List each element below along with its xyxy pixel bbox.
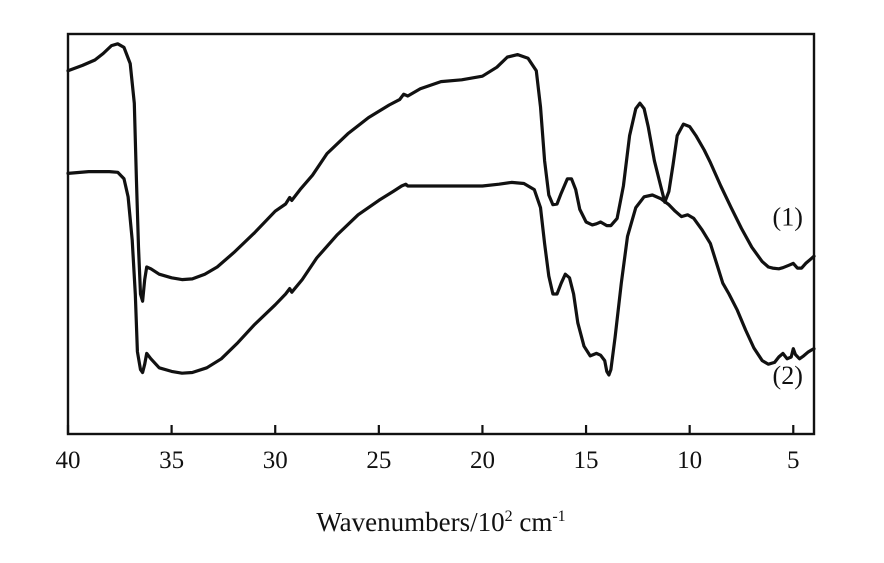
x-tick-label-20: 20	[470, 447, 495, 474]
x-tick-label-5: 5	[787, 447, 800, 474]
series-labels: (1) (2)	[773, 203, 803, 390]
x-tick-label-30: 30	[263, 447, 288, 474]
x-axis-title: Wavenumbers/102 cm-1	[316, 507, 565, 537]
plot-frame	[66, 32, 816, 436]
x-axis-tick-labels: 40 35 30 25 20 15 10 5	[56, 447, 800, 474]
spectrum-line-1	[66, 42, 816, 303]
x-tick-label-15: 15	[574, 447, 599, 474]
series-label-1: (1)	[773, 203, 803, 232]
x-tick-label-25: 25	[366, 447, 391, 474]
x-tick-label-40: 40	[56, 447, 81, 474]
x-tick-label-10: 10	[677, 447, 702, 474]
series-label-2: (2)	[773, 361, 803, 390]
x-tick-label-35: 35	[159, 447, 184, 474]
x-axis-ticks	[66, 425, 795, 434]
spectrum-line-2	[66, 170, 816, 377]
spectrum-traces	[66, 42, 816, 377]
